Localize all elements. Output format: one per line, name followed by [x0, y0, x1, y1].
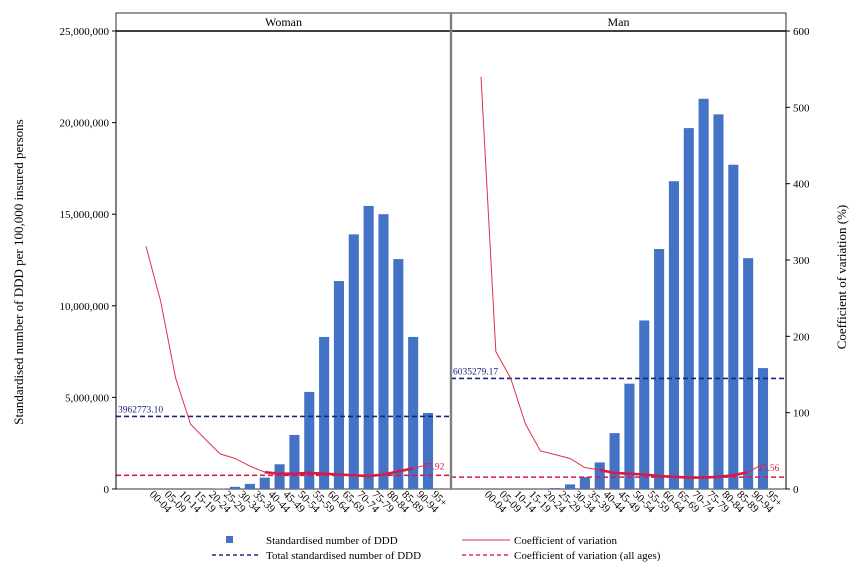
panel-man: Man6035279.1715.5600-0405-0910-1415-1920…	[450, 12, 787, 516]
y2-tick-label: 300	[793, 255, 810, 267]
y-tick-label: 20,000,000	[60, 118, 110, 130]
y2-tick-label: 500	[793, 102, 810, 114]
legend-item: Coefficient of variation (all ages)	[462, 550, 661, 562]
bar	[728, 164, 739, 489]
bar	[378, 214, 389, 489]
y2-tick-label: 400	[793, 179, 810, 191]
bar	[579, 477, 590, 489]
cv-line-tail	[747, 463, 764, 473]
y-axis-left: 0 5,000,000 10,000,000 15,000,000 20,000,000…	[60, 26, 117, 496]
bar	[244, 483, 255, 489]
bar	[422, 412, 434, 489]
bar	[259, 477, 270, 489]
panel-title: Man	[608, 15, 630, 29]
y2-tick-label: 600	[793, 26, 810, 38]
y-tick-label: 5,000,000	[65, 392, 110, 404]
bar	[393, 259, 404, 489]
bar	[624, 383, 635, 489]
total-ddd-label: 6035279.17	[453, 367, 498, 377]
cv-line	[145, 246, 265, 473]
cv-line-thick	[599, 468, 749, 479]
legend-item: Total standardised number of DDD	[212, 550, 421, 562]
bar	[319, 336, 330, 489]
bar	[668, 181, 679, 489]
bar	[698, 98, 709, 489]
total-ddd-label: 3962773.10	[118, 405, 163, 415]
bar	[274, 464, 285, 489]
bar	[609, 433, 620, 489]
legend: Standardised number of DDD Coefficient of…	[212, 535, 661, 562]
legend-label: Coefficient of variation	[514, 535, 618, 547]
chart-panels: Woman3962773.1017.9200-0405-0910-1415-19…	[115, 12, 787, 516]
cv-line	[480, 76, 600, 471]
bar	[713, 114, 724, 489]
bar	[348, 234, 359, 489]
legend-item: Coefficient of variation	[462, 535, 618, 547]
cv-all-label: 15.56	[758, 464, 780, 474]
bar	[743, 258, 754, 489]
legend-label: Coefficient of variation (all ages)	[514, 550, 661, 562]
y-axis-right: 0 100 200 300 400 500 600	[785, 26, 810, 496]
bar	[757, 368, 769, 489]
bar	[683, 128, 694, 489]
bar	[550, 488, 561, 489]
bar	[230, 486, 241, 489]
panel-woman: Woman3962773.1017.9200-0405-0910-1415-19…	[115, 12, 452, 516]
bar	[594, 462, 605, 489]
bar	[639, 320, 650, 489]
cv-all-label: 17.92	[423, 462, 445, 472]
legend-label: Total standardised number of DDD	[266, 550, 421, 562]
y-axis-title: Standardised number of DDD per 100,000 i…	[11, 119, 26, 424]
bar	[363, 205, 374, 489]
cv-line-tail	[413, 464, 429, 469]
y-tick-label: 10,000,000	[60, 301, 110, 313]
bar	[215, 488, 226, 489]
bar	[304, 391, 315, 489]
bar	[654, 249, 665, 489]
y-tick-label: 15,000,000	[60, 209, 110, 221]
legend-item: Standardised number of DDD	[226, 535, 398, 547]
bar	[565, 484, 576, 489]
legend-swatch	[226, 536, 233, 543]
y2-tick-label: 100	[793, 408, 810, 420]
y2-axis-title: Coefficient of variation (%)	[834, 205, 849, 350]
y-tick-label: 25,000,000	[60, 26, 110, 38]
legend-label: Standardised number of DDD	[266, 535, 398, 547]
bar	[408, 336, 419, 489]
bar	[289, 434, 300, 489]
panel-title: Woman	[265, 15, 302, 29]
y-tick-label: 0	[104, 484, 110, 496]
bar	[333, 281, 344, 489]
y2-tick-label: 0	[793, 484, 799, 496]
cv-line-thick	[264, 467, 414, 478]
y2-tick-label: 200	[793, 331, 810, 343]
